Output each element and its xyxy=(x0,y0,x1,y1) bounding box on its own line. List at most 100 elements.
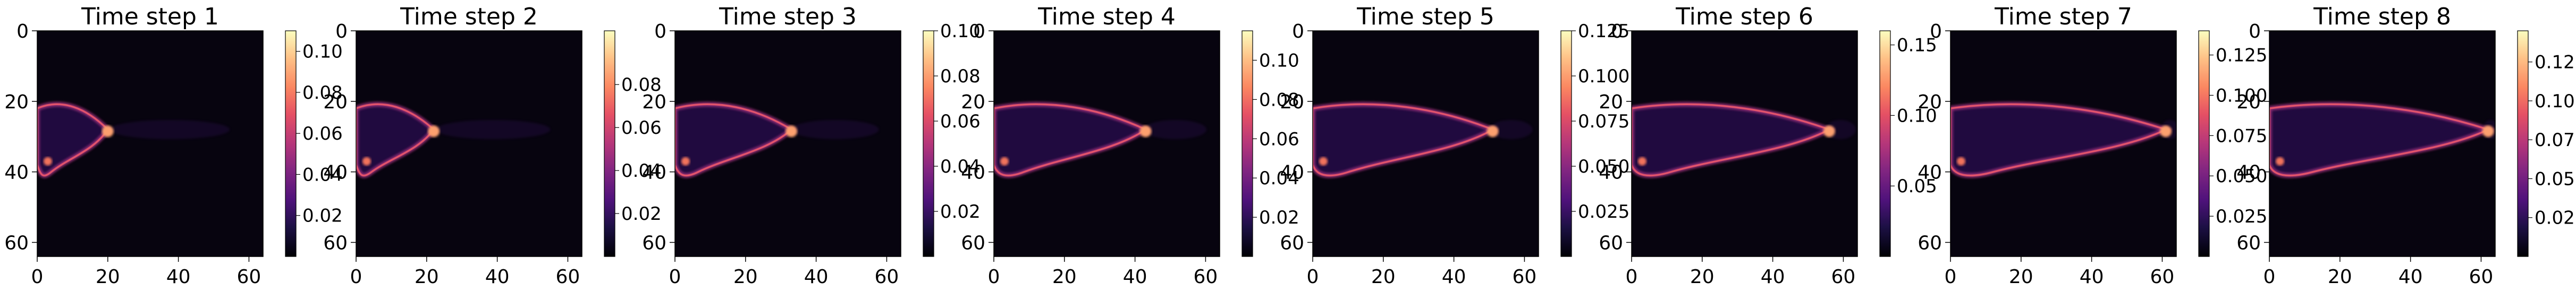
colorbar xyxy=(2198,30,2210,257)
plume-body xyxy=(994,104,1146,176)
x-tick-label: 40 xyxy=(1442,266,1466,288)
plume-outline xyxy=(37,103,109,177)
y-tick-label: 40 xyxy=(323,162,348,184)
plume-base-hotspot xyxy=(681,157,690,166)
x-tick-label: 60 xyxy=(237,266,261,288)
y-tick-label: 40 xyxy=(642,162,666,184)
panel-title: Time step 8 xyxy=(2313,3,2451,30)
colorbar-tick-label: 0.02 xyxy=(940,201,981,223)
plume-tip-hotspot xyxy=(2482,125,2494,138)
panel-title: Time step 5 xyxy=(1356,3,1494,30)
y-tick-label: 0 xyxy=(1292,21,1304,42)
colorbar-tick-label: 0.04 xyxy=(1259,168,1299,189)
y-tick-label: 0 xyxy=(16,21,29,42)
y-tick-label: 40 xyxy=(1918,162,1942,184)
x-tick-label: 20 xyxy=(1052,266,1077,288)
y-tick-label: 60 xyxy=(961,232,985,254)
plume-field xyxy=(2269,101,2495,178)
plume-body xyxy=(1313,104,1493,176)
y-tick-label: 60 xyxy=(1280,232,1304,254)
colorbar-tick-label: 0.125 xyxy=(2535,52,2576,73)
x-tick-label: 20 xyxy=(733,266,758,288)
panel-title: Time step 6 xyxy=(1675,3,1813,30)
heatmap-panel-5: Time step 50 20 40 6002040600.0250.0500.075… xyxy=(1280,3,1629,288)
heatmap-panel-3: Time step 30 20 40 6002040600.020.040.060.0… xyxy=(642,3,981,288)
x-tick-label: 60 xyxy=(1831,266,1856,288)
colorbar-tick-label: 0.050 xyxy=(2535,168,2576,190)
y-tick-label: 20 xyxy=(961,91,985,113)
x-tick-label: 60 xyxy=(1513,266,1537,288)
y-tick-label: 20 xyxy=(4,91,29,113)
plume-outline xyxy=(2269,103,2491,177)
x-tick-label: 60 xyxy=(556,266,580,288)
x-tick-label: 60 xyxy=(2150,266,2175,288)
plume-base-hotspot xyxy=(362,157,371,166)
colorbar-tick-label: 0.025 xyxy=(1578,201,1629,223)
heatmap-panel-2: Time step 20 20 40 6002040600.020.040.060.0… xyxy=(323,3,662,288)
x-tick-label: 20 xyxy=(96,266,120,288)
y-tick-label: 60 xyxy=(1599,232,1623,254)
colorbar-tick-label: 0.06 xyxy=(940,111,981,132)
colorbar-tick-label: 0.025 xyxy=(2535,208,2576,229)
plume-field xyxy=(356,101,551,178)
y-tick-label: 60 xyxy=(642,232,666,254)
plume-outline xyxy=(675,103,793,177)
colorbar-tick-label: 0.050 xyxy=(2216,166,2267,187)
y-tick-label: 20 xyxy=(1599,91,1623,113)
plume-field xyxy=(1313,101,1533,178)
colorbar-tick-label: 0.04 xyxy=(940,156,981,177)
plume-body xyxy=(2269,104,2488,176)
plume-body xyxy=(37,104,108,176)
y-tick-label: 40 xyxy=(1280,162,1304,184)
x-tick-label: 20 xyxy=(415,266,439,288)
plume-wake xyxy=(110,119,230,139)
plume-body xyxy=(1632,104,1829,176)
y-tick-label: 0 xyxy=(1611,21,1623,42)
colorbar-tick-label: 0.08 xyxy=(621,74,662,96)
heatmap-frame xyxy=(1950,30,2177,257)
plume-outline xyxy=(356,103,435,177)
plume-outline xyxy=(1950,103,2168,177)
colorbar xyxy=(285,30,297,257)
colorbar-tick-label: 0.050 xyxy=(1578,156,1629,177)
heatmap-panel-8: Time step 8020406002040600.0250.0500.075… xyxy=(2236,3,2576,288)
colorbar xyxy=(1560,30,1572,257)
y-tick-label: 60 xyxy=(2236,232,2261,254)
y-tick-label: 40 xyxy=(961,162,985,184)
y-tick-label: 20 xyxy=(1918,91,1942,113)
colorbar-tick-label: 0.125 xyxy=(2216,45,2267,66)
plume-wake xyxy=(436,119,551,139)
y-tick-label: 60 xyxy=(4,232,29,254)
x-tick-label: 0 xyxy=(2263,266,2276,288)
colorbar xyxy=(923,30,934,257)
x-tick-label: 0 xyxy=(1945,266,1957,288)
colorbar-tick-label: 0.100 xyxy=(1578,66,1629,87)
plume-base-hotspot xyxy=(43,157,52,166)
plume-wake xyxy=(1489,119,1533,139)
colorbar-tick-label: 0.10 xyxy=(940,21,981,42)
panel-title: Time step 4 xyxy=(1037,3,1176,30)
colorbar-tick-label: 0.08 xyxy=(940,66,981,87)
heatmap-panel-4: Time step 40 20 40 6002040600.020.040.060.0… xyxy=(961,3,1299,288)
panel-title: Time step 1 xyxy=(81,3,219,30)
x-tick-label: 60 xyxy=(875,266,899,288)
colorbar-tick-label: 0.10 xyxy=(302,41,343,63)
colorbar-tick-label: 0.075 xyxy=(2535,130,2576,151)
heatmap-frame xyxy=(356,30,582,257)
colorbar-tick-label: 0.08 xyxy=(302,82,343,104)
y-tick-label: 20 xyxy=(642,91,666,113)
colorbar xyxy=(604,30,615,257)
colorbar-tick-label: 0.02 xyxy=(1259,207,1299,228)
y-tick-label: 40 xyxy=(4,162,29,184)
y-tick-label: 0 xyxy=(335,21,348,42)
colorbar-tick-label: 0.08 xyxy=(1259,89,1299,110)
y-tick-label: 0 xyxy=(654,21,666,42)
x-tick-label: 0 xyxy=(31,266,44,288)
plume-base-hotspot xyxy=(1319,157,1328,166)
y-tick-label: 60 xyxy=(323,232,348,254)
heatmap-frame xyxy=(2269,30,2496,257)
plume-tip-hotspot xyxy=(786,125,798,138)
x-tick-label: 60 xyxy=(2469,266,2494,288)
x-tick-label: 20 xyxy=(2328,266,2352,288)
